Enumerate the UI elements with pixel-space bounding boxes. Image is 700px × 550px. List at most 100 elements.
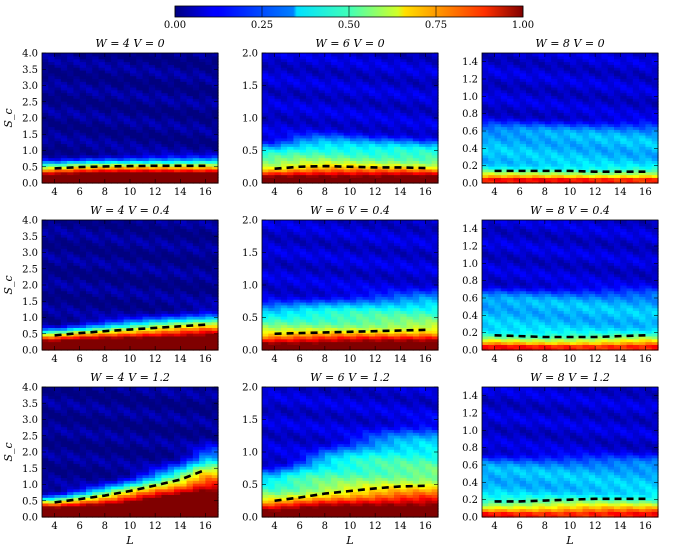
heatmap-cell: [324, 146, 332, 150]
heatmap-cell: [262, 118, 269, 122]
heatmap-cell: [406, 123, 414, 128]
heatmap-cell: [180, 126, 188, 130]
heatmap-cell: [419, 163, 427, 167]
heatmap-cell: [199, 126, 207, 130]
heatmap-cell: [280, 132, 288, 136]
heatmap-cell: [350, 69, 357, 74]
heatmap-cell: [111, 64, 119, 68]
heatmap-cell: [148, 287, 156, 292]
heatmap-cell: [54, 168, 62, 173]
heatmap-cell: [92, 67, 100, 71]
heatmap-cell: [368, 180, 376, 184]
heatmap-cell: [148, 81, 156, 85]
heatmap-cell: [626, 109, 634, 113]
heatmap-cell: [67, 316, 75, 320]
heatmap-cell: [394, 112, 401, 116]
heatmap-cell: [287, 115, 295, 119]
heatmap-cell: [111, 134, 119, 139]
heatmap-cell: [588, 115, 596, 119]
heatmap-cell: [161, 296, 169, 300]
heatmap-cell: [98, 143, 106, 147]
heatmap-cell: [651, 149, 659, 153]
heatmap-cell: [538, 112, 546, 116]
heatmap-cell: [293, 123, 301, 128]
heatmap-cell: [362, 168, 370, 173]
heatmap-cell: [136, 160, 144, 164]
heatmap-cell: [130, 92, 137, 96]
heatmap-cell: [117, 149, 125, 153]
heatmap-cell: [174, 106, 181, 111]
heatmap-cell: [60, 321, 68, 326]
heatmap-cell: [268, 151, 276, 156]
heatmap-cell: [639, 103, 647, 108]
heatmap-cell: [551, 55, 559, 60]
heatmap-cell: [67, 299, 75, 303]
heatmap-cell: [67, 78, 75, 82]
heatmap-cell: [199, 115, 207, 119]
heatmap-cell: [155, 338, 163, 343]
heatmap-cell: [274, 112, 282, 116]
heatmap-cell: [54, 140, 62, 145]
heatmap-cell: [262, 64, 269, 68]
heatmap-cell: [519, 166, 527, 170]
heatmap-cell: [161, 61, 169, 65]
heatmap-cell: [123, 318, 131, 323]
heatmap-cell: [570, 177, 577, 181]
heatmap-cell: [312, 146, 320, 150]
heatmap-cell: [532, 157, 540, 161]
heatmap-cell: [280, 157, 288, 161]
heatmap-cell: [381, 177, 389, 181]
heatmap-cell: [104, 262, 112, 266]
heatmap-cell: [130, 58, 137, 63]
heatmap-cell: [595, 86, 603, 91]
heatmap-cell: [620, 123, 628, 128]
heatmap-cell: [92, 310, 100, 314]
heatmap-cell: [368, 137, 376, 142]
heatmap-cell: [161, 171, 169, 176]
heatmap-cell: [79, 220, 87, 224]
heatmap-cell: [136, 84, 144, 88]
heatmap-cell: [104, 228, 112, 232]
heatmap-cell: [570, 75, 577, 80]
heatmap-cell: [155, 154, 163, 159]
heatmap-cell: [42, 228, 49, 232]
heatmap-cell: [532, 98, 540, 102]
heatmap-cell: [274, 84, 282, 88]
heatmap-cell: [343, 69, 351, 74]
mean-curve: [494, 169, 646, 174]
colorbar-tick-label: 0.75: [425, 20, 447, 31]
heatmap-cell: [425, 177, 433, 181]
heatmap-cell: [186, 166, 194, 170]
heatmap-cell: [551, 112, 559, 116]
heatmap-cell: [262, 101, 269, 105]
heatmap-cell: [67, 338, 75, 343]
heatmap-cell: [394, 129, 401, 133]
heatmap-cell: [117, 123, 125, 128]
heatmap-cell: [538, 64, 546, 68]
y-tick-label: 4.0: [22, 49, 38, 60]
heatmap-cell: [199, 112, 207, 116]
heatmap-cell: [607, 137, 615, 142]
heatmap-cell: [161, 307, 169, 312]
heatmap-cell: [67, 61, 75, 65]
heatmap-cell: [299, 177, 307, 181]
heatmap-cell: [117, 222, 125, 227]
heatmap-cell: [98, 290, 106, 295]
heatmap-cell: [563, 149, 571, 153]
heatmap-cell: [601, 81, 609, 85]
heatmap-cell: [262, 171, 269, 176]
heatmap-cell: [142, 234, 150, 238]
heatmap-cell: [601, 174, 609, 178]
heatmap-cell: [54, 231, 62, 235]
heatmap-cell: [268, 140, 276, 145]
heatmap-cell: [331, 101, 339, 105]
heatmap-cell: [123, 220, 131, 224]
heatmap-cell: [155, 67, 163, 71]
heatmap-cell: [161, 118, 169, 122]
heatmap-cell: [551, 67, 559, 71]
heatmap-cell: [324, 129, 332, 133]
heatmap-cell: [337, 89, 345, 94]
heatmap-cell: [117, 55, 125, 60]
heatmap-cell: [67, 86, 75, 91]
heatmap-cell: [180, 106, 188, 111]
